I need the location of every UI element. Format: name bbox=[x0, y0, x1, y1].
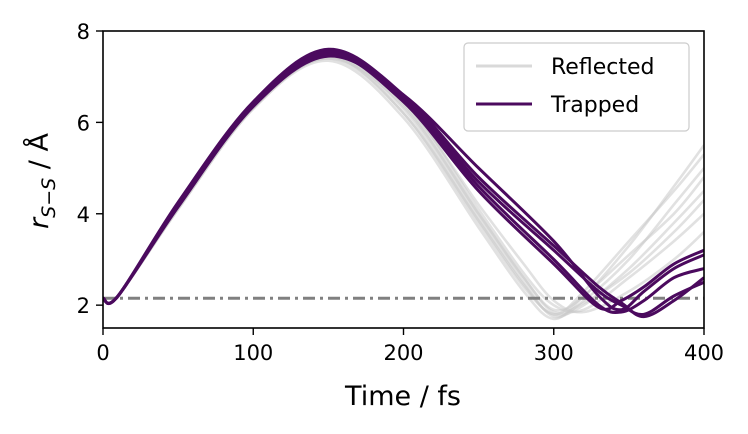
legend: Reflected Trapped bbox=[463, 42, 690, 132]
y-axis-label-subscript: S−S bbox=[38, 178, 60, 218]
x-tick-label: 300 bbox=[534, 341, 574, 365]
x-axis-label: Time / fs bbox=[344, 381, 461, 412]
y-tick-label: 4 bbox=[77, 203, 90, 227]
legend-label-reflected: Reflected bbox=[551, 55, 654, 80]
y-axis-label-base: r bbox=[24, 216, 55, 229]
trapped-trajectories bbox=[103, 47, 704, 319]
y-axis-label-suffix: / Å bbox=[23, 133, 55, 178]
y-axis-label: rS−S / Å bbox=[23, 133, 60, 229]
x-tick-label: 100 bbox=[233, 341, 273, 365]
x-axis-ticks: 0 100 200 300 400 bbox=[96, 328, 724, 365]
y-axis-ticks: 2 4 6 8 bbox=[77, 20, 103, 318]
trapped-trajectory-4 bbox=[103, 47, 704, 319]
y-tick-label: 2 bbox=[77, 294, 90, 318]
x-tick-label: 0 bbox=[96, 341, 109, 365]
x-tick-label: 200 bbox=[383, 341, 423, 365]
legend-label-trapped: Trapped bbox=[550, 93, 639, 118]
y-tick-label: 8 bbox=[77, 20, 90, 44]
y-tick-label: 6 bbox=[77, 111, 90, 135]
x-tick-label: 400 bbox=[684, 341, 724, 365]
